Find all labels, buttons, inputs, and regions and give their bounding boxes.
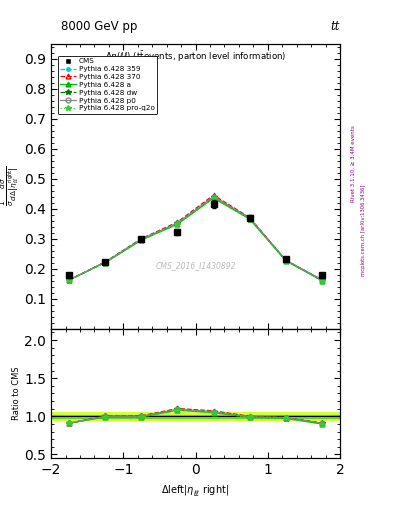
Text: Rivet 3.1.10, ≥ 3.4M events: Rivet 3.1.10, ≥ 3.4M events	[351, 125, 356, 202]
Text: $\Delta\eta(\ell\ell)$ (t$\bar{\rm t}$events, parton level information): $\Delta\eta(\ell\ell)$ (t$\bar{\rm t}$ev…	[105, 49, 286, 64]
Text: mcplots.cern.ch [arXiv:1306.3436]: mcplots.cern.ch [arXiv:1306.3436]	[361, 185, 366, 276]
Legend: CMS, Pythia 6.428 359, Pythia 6.428 370, Pythia 6.428 a, Pythia 6.428 dw, Pythia: CMS, Pythia 6.428 359, Pythia 6.428 370,…	[58, 56, 157, 114]
Y-axis label: $\frac{1}{\sigma}\frac{d\sigma}{d\Delta\left|\eta_{\ell\ell}^{\rm right}\right|}: $\frac{1}{\sigma}\frac{d\sigma}{d\Delta\…	[0, 166, 22, 206]
X-axis label: $\Delta$left$|\eta_{\ell\ell}^{\rm}$ right$|$: $\Delta$left$|\eta_{\ell\ell}^{\rm}$ rig…	[162, 483, 230, 498]
Text: 8000 GeV pp: 8000 GeV pp	[61, 20, 137, 33]
Y-axis label: Ratio to CMS: Ratio to CMS	[13, 367, 22, 420]
Text: CMS_2016_I1430892: CMS_2016_I1430892	[155, 262, 236, 270]
Text: tt: tt	[331, 20, 340, 33]
